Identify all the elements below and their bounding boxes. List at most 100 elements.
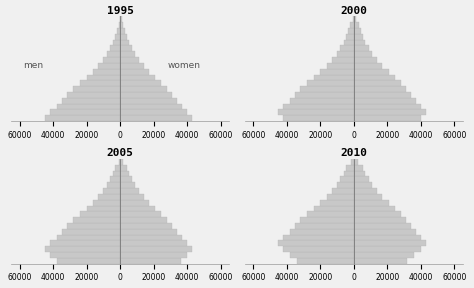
Bar: [50, 109, 120, 115]
Bar: [113, 40, 120, 46]
Bar: [354, 206, 395, 211]
Bar: [337, 182, 354, 188]
Bar: [313, 206, 354, 211]
Bar: [278, 240, 354, 246]
Bar: [354, 75, 395, 80]
Bar: [120, 258, 181, 264]
Bar: [120, 182, 135, 188]
Bar: [56, 104, 120, 109]
Bar: [120, 109, 187, 115]
Bar: [350, 22, 354, 28]
Bar: [300, 217, 354, 223]
Bar: [354, 46, 369, 51]
Bar: [346, 165, 354, 170]
Bar: [354, 240, 426, 246]
Bar: [120, 170, 129, 177]
Bar: [283, 115, 354, 121]
Bar: [120, 98, 177, 104]
Text: women: women: [167, 61, 201, 70]
Bar: [327, 194, 354, 200]
Bar: [344, 40, 354, 46]
Bar: [354, 104, 421, 109]
Bar: [120, 92, 172, 98]
Bar: [120, 104, 182, 109]
Bar: [354, 109, 426, 115]
Bar: [354, 28, 361, 34]
Bar: [354, 252, 414, 258]
Bar: [113, 170, 120, 177]
Bar: [87, 206, 120, 211]
Bar: [120, 206, 155, 211]
Bar: [354, 92, 411, 98]
Bar: [56, 235, 120, 240]
Bar: [354, 34, 363, 40]
Bar: [120, 194, 144, 200]
Bar: [120, 159, 123, 165]
Bar: [120, 246, 192, 252]
Bar: [300, 86, 354, 92]
Bar: [120, 40, 129, 46]
Bar: [99, 194, 120, 200]
Bar: [354, 115, 421, 121]
Bar: [120, 223, 172, 229]
Bar: [93, 200, 120, 206]
Bar: [120, 28, 125, 34]
Bar: [115, 165, 120, 170]
Bar: [118, 159, 120, 165]
Bar: [290, 252, 354, 258]
Bar: [115, 34, 120, 40]
Bar: [354, 194, 382, 200]
Bar: [354, 246, 421, 252]
Bar: [295, 92, 354, 98]
Bar: [107, 182, 120, 188]
Bar: [351, 159, 354, 165]
Bar: [354, 258, 407, 264]
Bar: [354, 235, 421, 240]
Bar: [120, 57, 139, 63]
Bar: [120, 240, 187, 246]
Bar: [45, 115, 120, 121]
Bar: [327, 63, 354, 69]
Bar: [62, 98, 120, 104]
Bar: [283, 246, 354, 252]
Bar: [283, 235, 354, 240]
Bar: [87, 75, 120, 80]
Bar: [120, 217, 167, 223]
Bar: [290, 229, 354, 235]
Bar: [290, 98, 354, 104]
Bar: [354, 16, 356, 22]
Bar: [313, 75, 354, 80]
Bar: [56, 258, 120, 264]
Bar: [348, 28, 354, 34]
Bar: [120, 46, 132, 51]
Title: 2005: 2005: [107, 148, 134, 158]
Bar: [99, 63, 120, 69]
Bar: [320, 69, 354, 75]
Bar: [120, 86, 167, 92]
Title: 1995: 1995: [107, 5, 134, 16]
Bar: [80, 80, 120, 86]
Bar: [120, 34, 128, 40]
Bar: [354, 63, 382, 69]
Bar: [67, 92, 120, 98]
Bar: [354, 22, 359, 28]
Bar: [120, 51, 135, 57]
Bar: [354, 165, 363, 170]
Bar: [354, 86, 406, 92]
Bar: [120, 22, 123, 28]
Bar: [283, 104, 354, 109]
Bar: [354, 200, 389, 206]
Bar: [278, 109, 354, 115]
Bar: [354, 177, 369, 182]
Bar: [62, 229, 120, 235]
Bar: [340, 177, 354, 182]
Bar: [353, 16, 354, 22]
Title: 2010: 2010: [340, 148, 367, 158]
Bar: [120, 115, 192, 121]
Title: 2000: 2000: [340, 5, 367, 16]
Bar: [354, 170, 365, 177]
Bar: [93, 69, 120, 75]
Bar: [120, 200, 149, 206]
Bar: [354, 98, 416, 104]
Bar: [110, 177, 120, 182]
